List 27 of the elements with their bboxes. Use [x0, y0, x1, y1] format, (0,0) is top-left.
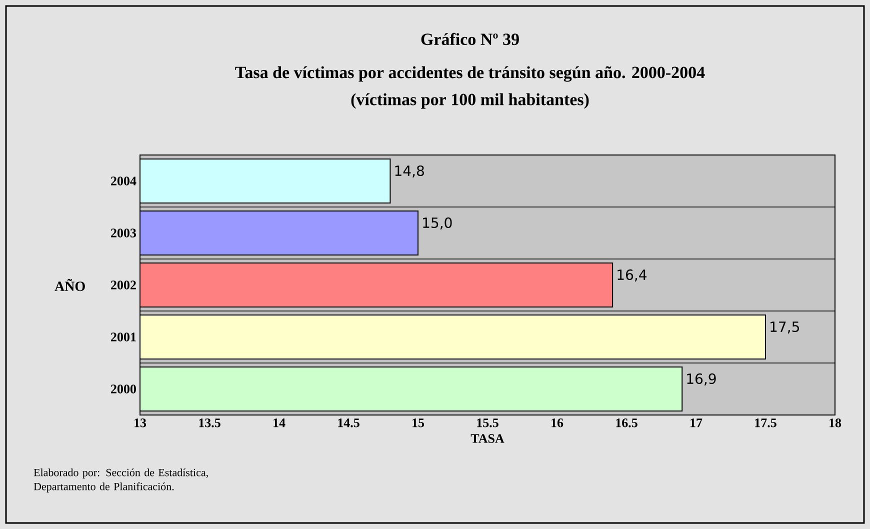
text: Elaborado por: Sección de Estadística, Departamento de Planificación.: [34, 468, 208, 492]
y-tick-label: 2001: [111, 332, 136, 342]
x-tick-label: 13: [134, 418, 146, 428]
x-tick-label: 16: [552, 418, 564, 428]
x-tick-label: 14: [274, 418, 286, 428]
data-label: 17,5: [770, 322, 799, 334]
chart-title: Gráfico Nº 39: [421, 32, 519, 46]
data-label: 16,9: [687, 373, 716, 386]
x-tick-label: 15: [412, 418, 424, 428]
data-label: 15,0: [423, 217, 452, 230]
y-tick-label: 2002: [111, 280, 136, 290]
text: (víctimas por 100 mil habitantes): [351, 93, 589, 109]
y-tick-label: 2003: [111, 228, 136, 238]
x-tick-label: 14.5: [338, 418, 360, 428]
y-tick-label: 2004: [111, 176, 136, 186]
data-label: 16,4: [618, 269, 647, 282]
x-tick-label: 13.5: [199, 418, 220, 428]
x-tick-label: 15.5: [477, 418, 498, 428]
x-tick-label: 18: [830, 418, 842, 428]
x-tick-label: 16.5: [616, 418, 638, 428]
x-tick-label: 17: [690, 418, 702, 428]
y-tick-label: 2000: [111, 384, 136, 394]
data-label: 14,8: [395, 165, 424, 178]
chart-subtitle: Tasa de víctimas por accidentes de tránsito según año. 2000-2004: [235, 66, 705, 82]
x-axis-title: TASA: [470, 434, 504, 443]
x-tick-label: 17.5: [755, 418, 776, 428]
y-axis-title: AÑO: [54, 278, 85, 292]
